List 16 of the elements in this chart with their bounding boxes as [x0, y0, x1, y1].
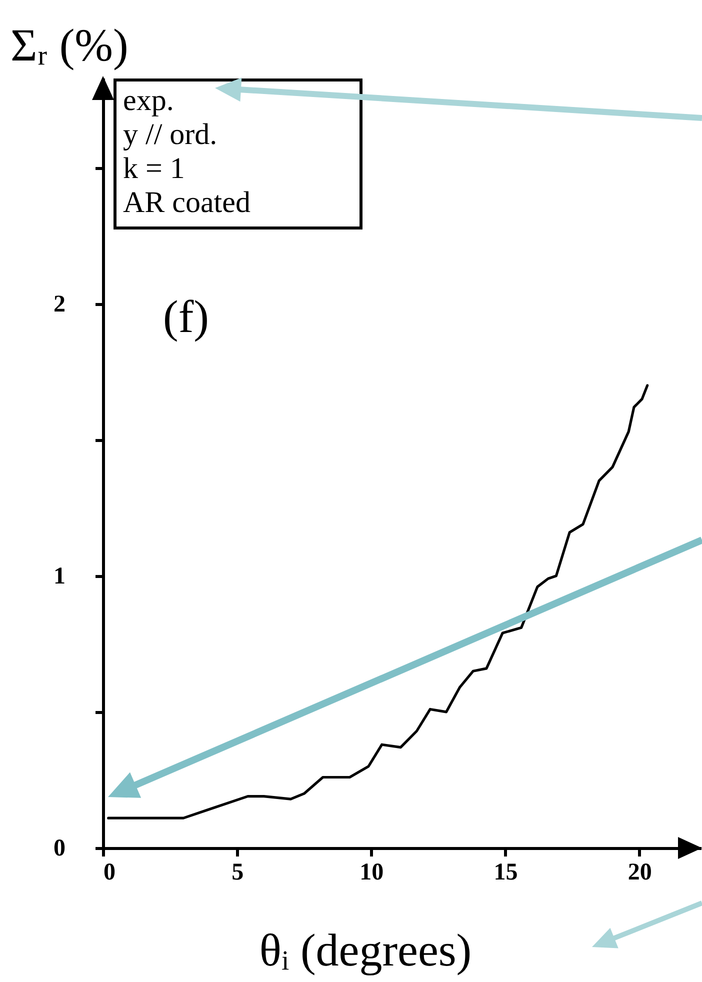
- annotation: AR coated: [123, 186, 250, 219]
- x-tick-label: 10: [360, 860, 384, 886]
- x-tick-label: 20: [628, 860, 652, 886]
- y-tick-label: 0: [54, 836, 66, 862]
- x-tick-label: 15: [494, 860, 518, 886]
- line-series: [107, 384, 649, 820]
- annotation: y // ord.: [123, 118, 218, 151]
- y-axis-title: Σᵣ (%): [10, 20, 128, 70]
- y-tick-label: 1: [54, 563, 66, 590]
- annotation: k = 1: [123, 152, 185, 185]
- x-axis-title: θᵢ (degrees): [259, 924, 472, 976]
- x-tick-label: 0: [104, 860, 116, 886]
- x-tick-label: 5: [232, 860, 244, 886]
- annotation: (f): [163, 291, 209, 342]
- y-tick-label: 2: [54, 291, 66, 318]
- annotation: exp.: [123, 84, 174, 117]
